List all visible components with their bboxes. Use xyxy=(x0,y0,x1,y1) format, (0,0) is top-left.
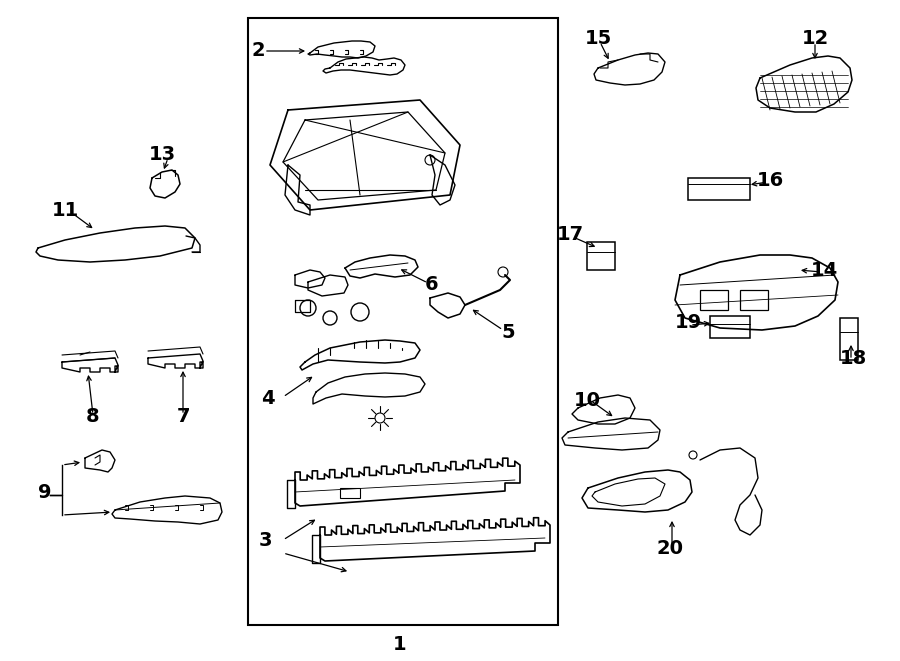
Text: 20: 20 xyxy=(656,539,683,557)
Bar xyxy=(340,488,360,498)
Text: 14: 14 xyxy=(810,260,838,280)
Text: 10: 10 xyxy=(573,391,600,410)
Text: 6: 6 xyxy=(425,274,439,293)
Text: 13: 13 xyxy=(148,145,176,165)
Bar xyxy=(248,18,558,625)
Text: 18: 18 xyxy=(840,348,867,368)
Text: 16: 16 xyxy=(756,171,784,190)
Text: 1: 1 xyxy=(393,635,407,654)
Text: 19: 19 xyxy=(674,313,702,332)
Bar xyxy=(710,316,750,338)
Text: 12: 12 xyxy=(801,28,829,48)
Text: 7: 7 xyxy=(176,407,190,426)
Bar xyxy=(840,318,858,360)
Text: 15: 15 xyxy=(584,28,612,48)
Text: 3: 3 xyxy=(258,531,272,549)
Bar xyxy=(700,290,728,310)
Bar xyxy=(740,290,768,310)
Text: 5: 5 xyxy=(501,323,515,342)
Bar xyxy=(688,178,750,200)
Text: 4: 4 xyxy=(261,389,274,407)
Text: 8: 8 xyxy=(86,407,100,426)
Text: 2: 2 xyxy=(251,40,265,59)
Bar xyxy=(587,242,615,270)
Text: 11: 11 xyxy=(51,200,78,219)
Text: 17: 17 xyxy=(556,225,583,245)
Text: 9: 9 xyxy=(38,483,52,502)
